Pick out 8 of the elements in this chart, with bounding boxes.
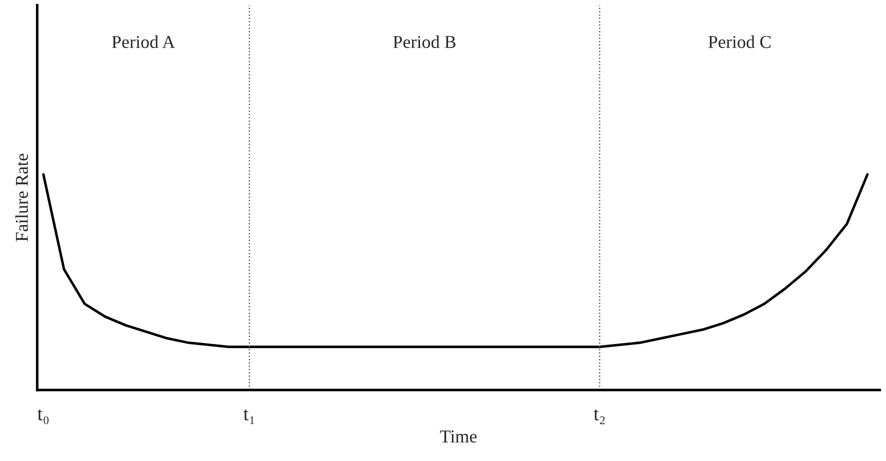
y-axis-title: Failure Rate bbox=[15, 154, 28, 242]
x-tick-label: t₀ bbox=[37, 409, 49, 424]
text: Period C bbox=[708, 35, 771, 48]
text: Period B bbox=[393, 35, 456, 48]
x-axis-title: Time bbox=[440, 430, 477, 443]
x-tick-label: t₁ bbox=[244, 409, 254, 424]
x-tick-label: t₂ bbox=[594, 409, 605, 424]
text: Period A bbox=[112, 35, 176, 48]
